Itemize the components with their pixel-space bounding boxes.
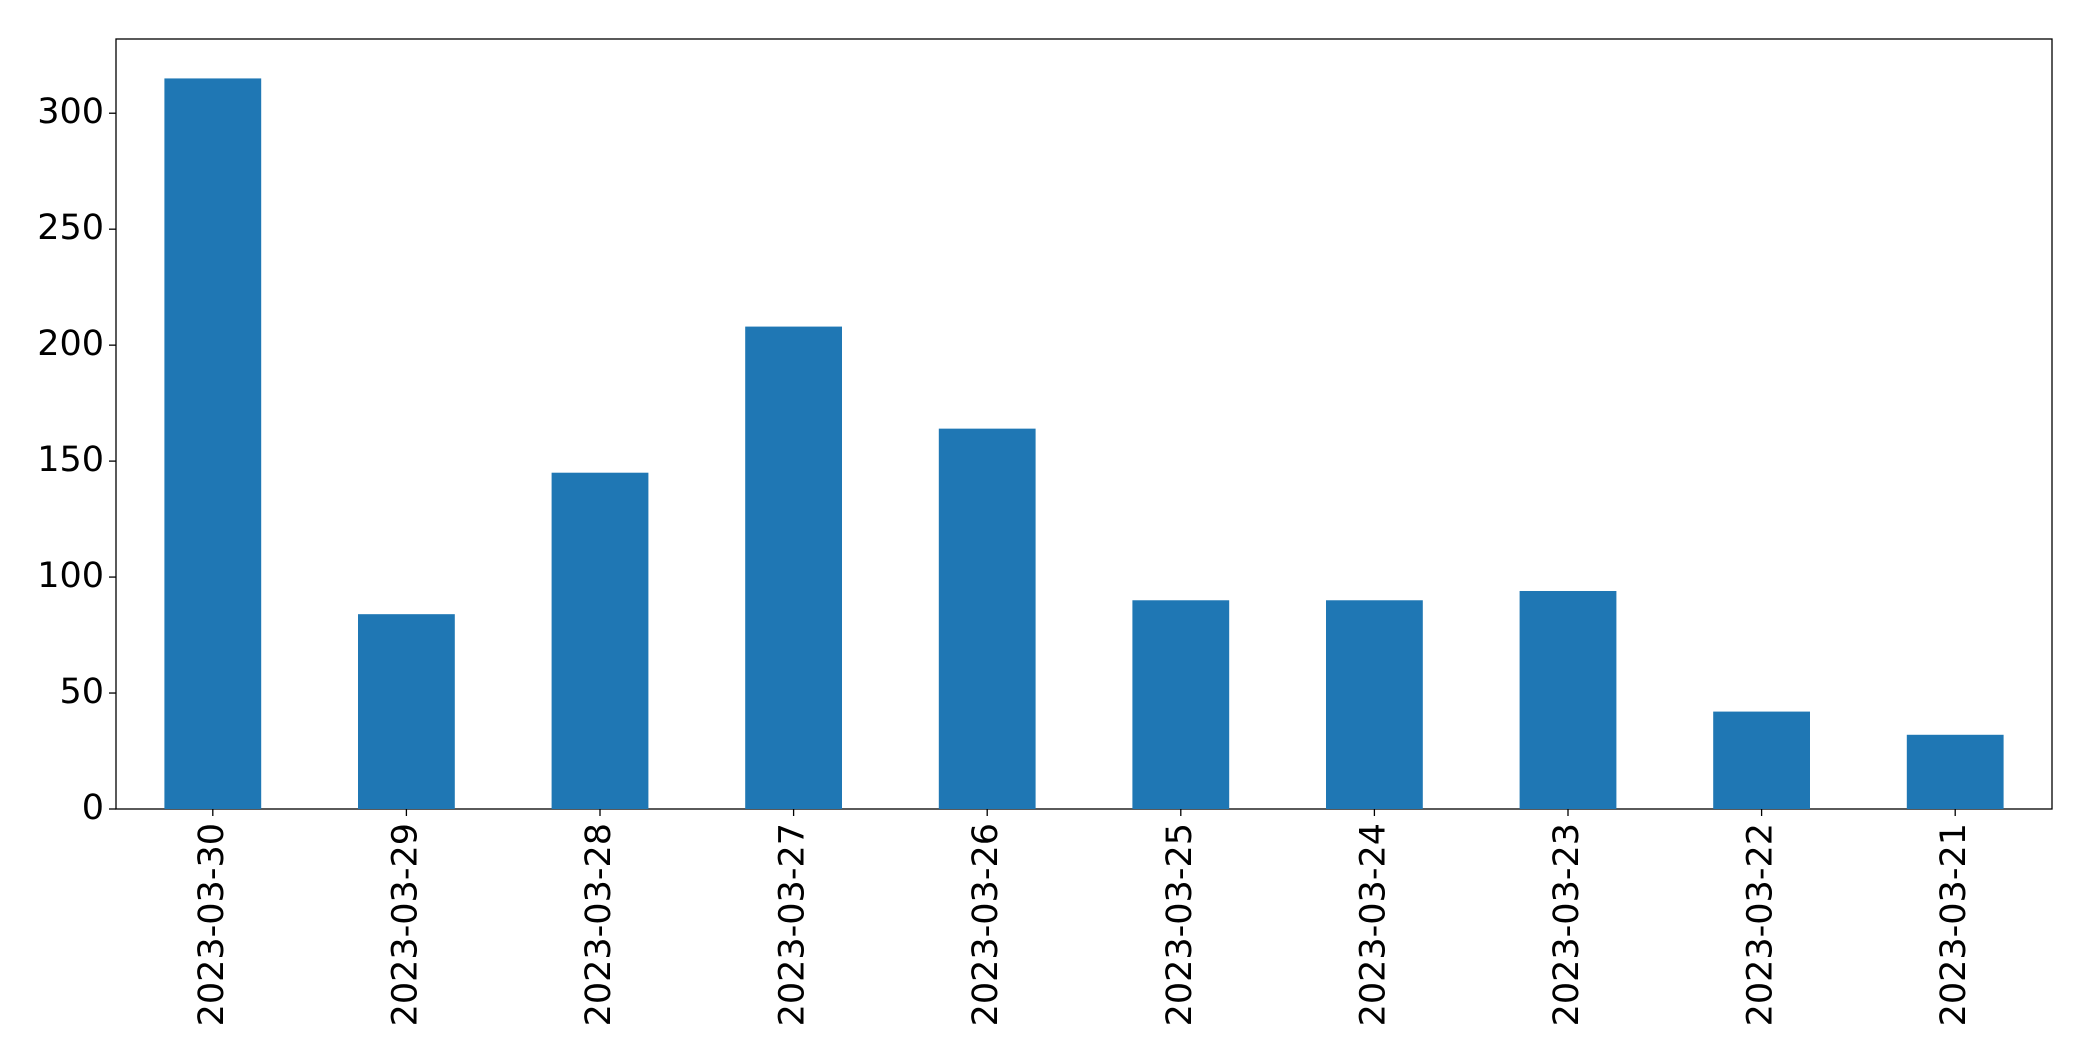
y-tick-label: 300 (37, 92, 104, 132)
y-tick-label: 150 (37, 440, 104, 480)
x-tick-label: 2023-03-29 (385, 823, 425, 1026)
y-tick-label: 200 (37, 324, 104, 364)
y-tick-label: 50 (59, 672, 104, 712)
x-tick-label: 2023-03-28 (579, 823, 619, 1026)
bar (1132, 600, 1230, 809)
x-tick-label: 2023-03-24 (1353, 823, 1393, 1026)
x-tick-label: 2023-03-22 (1741, 823, 1781, 1026)
bar (1906, 734, 2004, 809)
x-tick-label: 2023-03-25 (1160, 823, 1200, 1026)
axes-frame (115, 38, 2053, 810)
y-tick-label: 0 (82, 788, 104, 828)
x-tick-label: 2023-03-30 (192, 823, 232, 1026)
bar (358, 614, 455, 809)
bar (551, 472, 649, 809)
x-tick-label: 2023-03-27 (773, 823, 813, 1026)
y-tick-label: 250 (37, 208, 104, 248)
bar (1326, 600, 1423, 809)
x-tick-label: 2023-03-26 (966, 823, 1006, 1026)
bar (745, 326, 842, 809)
x-tick-label: 2023-03-23 (1547, 823, 1587, 1026)
bar (164, 78, 262, 809)
y-tick-label: 100 (37, 556, 104, 596)
bar (1713, 711, 1810, 809)
x-tick-label: 2023-03-21 (1934, 823, 1974, 1026)
bar (1519, 590, 1617, 809)
bar (938, 428, 1036, 809)
